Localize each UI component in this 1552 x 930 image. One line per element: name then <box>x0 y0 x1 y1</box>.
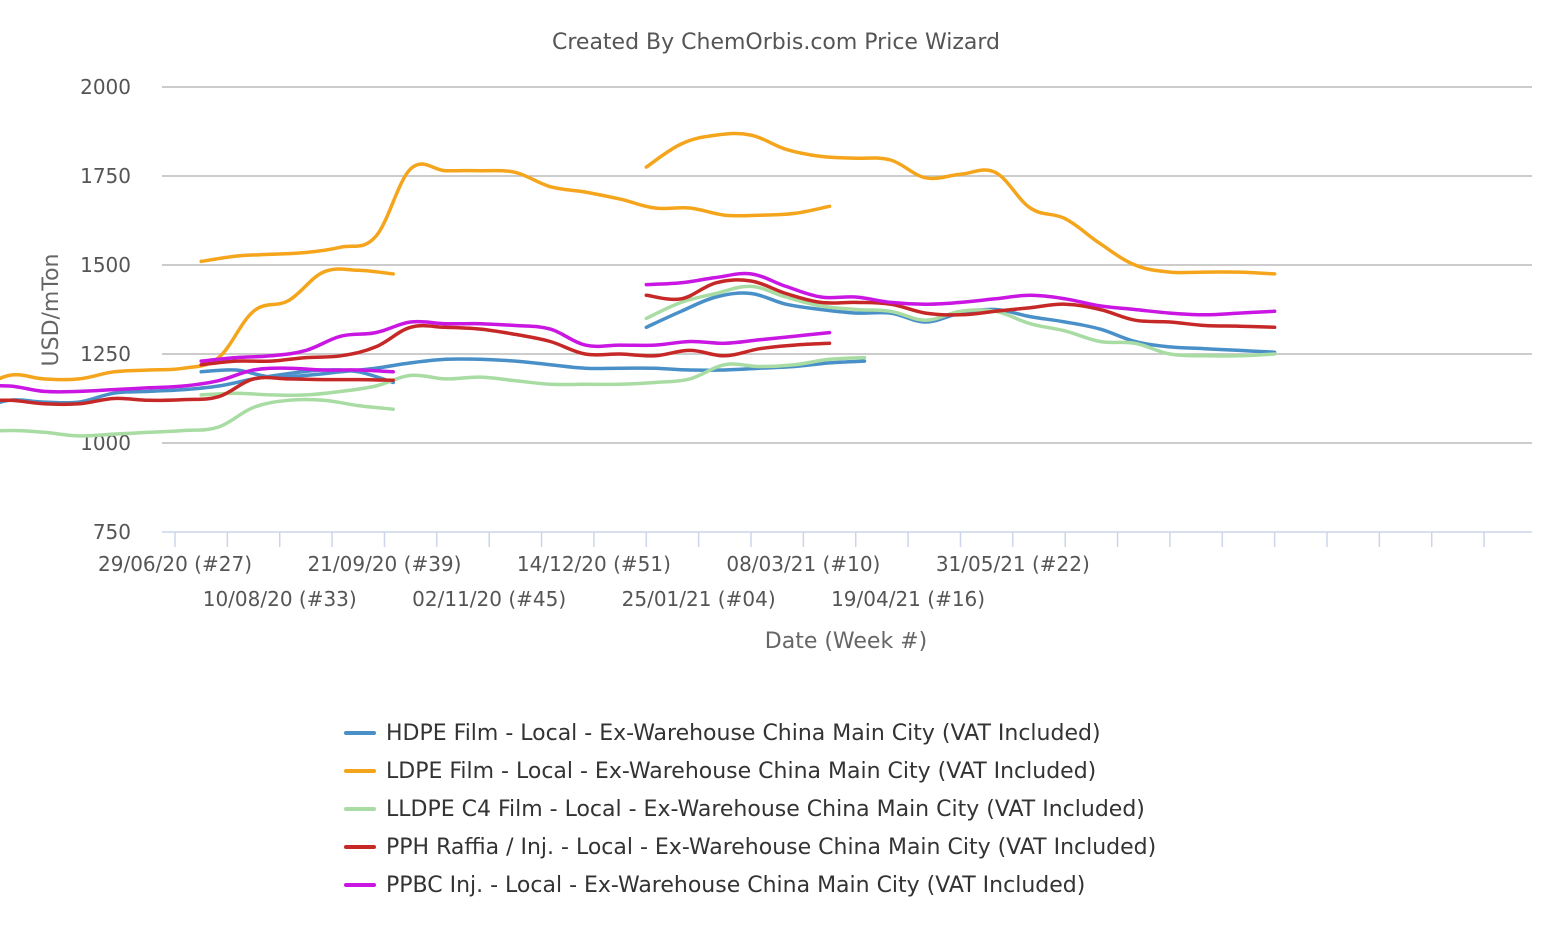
y-axis-title: USD/mTon <box>39 254 64 367</box>
legend-label: LDPE Film - Local - Ex-Warehouse China M… <box>386 758 1097 784</box>
chart-title: Created By ChemOrbis.com Price Wizard <box>552 30 1000 55</box>
x-tick-label: 08/03/21 (#10) <box>726 552 880 576</box>
legend-item[interactable]: LLDPE C4 Film - Local - Ex-Warehouse Chi… <box>344 790 1156 828</box>
legend-swatch <box>344 769 376 773</box>
y-tick-label: 750 <box>93 520 131 544</box>
y-tick-label: 1500 <box>80 253 131 277</box>
y-tick-label: 1250 <box>80 342 131 366</box>
legend: HDPE Film - Local - Ex-Warehouse China M… <box>344 714 1156 904</box>
legend-item[interactable]: LDPE Film - Local - Ex-Warehouse China M… <box>344 752 1156 790</box>
series-line-1 <box>0 368 395 405</box>
series-lines <box>0 131 1277 438</box>
series-line-3 <box>199 355 867 398</box>
legend-label: HDPE Film - Local - Ex-Warehouse China M… <box>386 720 1101 746</box>
series-line-2 <box>199 162 832 264</box>
legend-item[interactable]: PPBC Inj. - Local - Ex-Warehouse China M… <box>344 866 1156 904</box>
x-axis-title: Date (Week #) <box>765 629 927 654</box>
grid-lines <box>162 86 1532 444</box>
series-line-4 <box>0 375 395 407</box>
legend-label: PPBC Inj. - Local - Ex-Warehouse China M… <box>386 872 1086 898</box>
series-line-3 <box>0 397 395 438</box>
x-tick-label: 29/06/20 (#27) <box>98 552 252 576</box>
series-line-1 <box>199 357 867 380</box>
legend-label: PPH Raffia / Inj. - Local - Ex-Warehouse… <box>386 834 1157 860</box>
x-tick-label: 14/12/20 (#51) <box>517 552 671 576</box>
x-tick-label: 02/11/20 (#45) <box>412 587 566 611</box>
x-tick-label: 31/05/21 (#22) <box>936 552 1090 576</box>
legend-swatch <box>344 731 376 735</box>
series-line-3 <box>644 284 1277 358</box>
y-tick-label: 2000 <box>80 75 131 99</box>
legend-swatch <box>344 807 376 811</box>
legend-swatch <box>344 845 376 849</box>
y-tick-label: 1750 <box>80 164 131 188</box>
x-tick-label: 19/04/21 (#16) <box>831 587 985 611</box>
legend-item[interactable]: PPH Raffia / Inj. - Local - Ex-Warehouse… <box>344 828 1156 866</box>
series-line-2 <box>0 267 395 382</box>
x-axis-ticks: 29/06/20 (#27) 10/08/20 (#33) 21/09/20 (#3… <box>98 532 1485 611</box>
x-tick-label: 21/09/20 (#39) <box>307 552 461 576</box>
legend-item[interactable]: HDPE Film - Local - Ex-Warehouse China M… <box>344 714 1156 752</box>
series-line-5 <box>0 366 395 394</box>
series-line-5 <box>199 319 832 363</box>
series-line-4 <box>644 278 1277 330</box>
line-chart: Created By ChemOrbis.com Price Wizard 75… <box>0 30 1532 654</box>
series-line-4 <box>199 323 832 367</box>
series-line-2 <box>644 131 1277 276</box>
x-tick-label: 10/08/20 (#33) <box>203 587 357 611</box>
legend-label: LLDPE C4 Film - Local - Ex-Warehouse Chi… <box>386 796 1145 822</box>
series-line-5 <box>644 271 1277 317</box>
legend-swatch <box>344 883 376 887</box>
x-tick-label: 25/01/21 (#04) <box>622 587 776 611</box>
